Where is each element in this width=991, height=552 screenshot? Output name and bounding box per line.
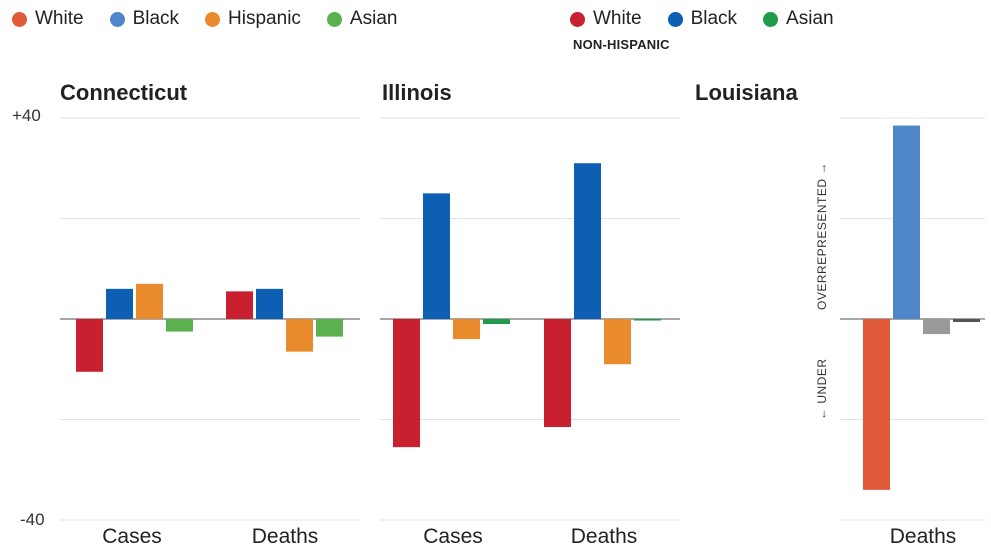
bar-illinois-deaths-black <box>574 163 601 319</box>
legend-swatch <box>326 11 342 27</box>
bar-illinois-cases-black <box>423 193 450 319</box>
x-label-ct-deaths: Deaths <box>251 525 319 548</box>
y-tick-bottom: -40 <box>20 510 45 529</box>
bar-illinois-deaths-white <box>544 319 571 428</box>
legend-left: White Black Hispanic Asian <box>12 8 423 30</box>
x-label-ct-cases: Cases <box>102 525 162 548</box>
legend-swatch <box>667 11 683 27</box>
legend-item-asian: Asian <box>326 8 398 30</box>
chart-title-connecticut: Connecticut <box>60 80 188 105</box>
bar-connecticut-cases-asian <box>166 319 193 332</box>
legend-item-hispanic: Hispanic <box>205 8 301 30</box>
legend-item-asian-nh: Asian <box>763 8 834 30</box>
x-label-il-cases: Cases <box>423 525 483 548</box>
bar-louisiana-deaths-white <box>863 319 890 490</box>
annotation-under: ← UNDER <box>815 358 829 420</box>
chart-title-louisiana: Louisiana <box>695 80 798 105</box>
bar-connecticut-cases-black <box>106 288 133 319</box>
legend-label: Hispanic <box>228 8 301 29</box>
legend-label: Asian <box>786 8 834 29</box>
legend-swatch <box>109 11 125 27</box>
legend-item-white: White <box>12 8 84 30</box>
legend-label: Black <box>690 8 738 29</box>
legend-label: White <box>35 8 84 29</box>
chart-title-illinois: Illinois <box>382 80 452 105</box>
bar-connecticut-deaths-hispanic <box>286 319 313 352</box>
legend-label: Asian <box>349 8 398 29</box>
legend-swatch <box>205 11 221 27</box>
annotation-overrepresented: OVERREPRESENTED → <box>815 162 829 310</box>
x-label-la-deaths: Deaths <box>889 525 957 548</box>
legend-right: White Black Asian <box>570 8 860 30</box>
legend-swatch <box>763 11 779 27</box>
x-label-il-deaths: Deaths <box>570 525 638 548</box>
y-tick-top: +40 <box>12 106 41 125</box>
bar-illinois-cases-white <box>393 319 420 448</box>
bar-louisiana-deaths-black <box>893 125 920 319</box>
legend-label: White <box>593 8 642 29</box>
legend-item-white-nh: White <box>570 8 642 30</box>
legend-swatch <box>570 11 585 27</box>
bar-connecticut-deaths-black <box>256 288 283 319</box>
bar-connecticut-deaths-white <box>226 291 253 319</box>
bar-connecticut-deaths-asian <box>316 319 343 337</box>
bar-connecticut-cases-hispanic <box>136 283 163 319</box>
legend-item-black: Black <box>109 8 180 30</box>
bar-connecticut-cases-white <box>76 319 103 372</box>
bar-illinois-deaths-hispanic <box>604 319 631 365</box>
bar-illinois-cases-asian <box>483 319 510 325</box>
bar-louisiana-deaths-other-2 <box>953 319 980 323</box>
legend-item-black-nh: Black <box>667 8 738 30</box>
bar-illinois-cases-hispanic <box>453 319 480 340</box>
bar-louisiana-deaths-other <box>923 319 950 335</box>
bar-illinois-deaths-asian <box>634 319 661 321</box>
legend-label: Black <box>132 8 180 29</box>
legend-note: NON-HISPANIC <box>573 37 670 52</box>
legend-swatch <box>12 11 27 27</box>
